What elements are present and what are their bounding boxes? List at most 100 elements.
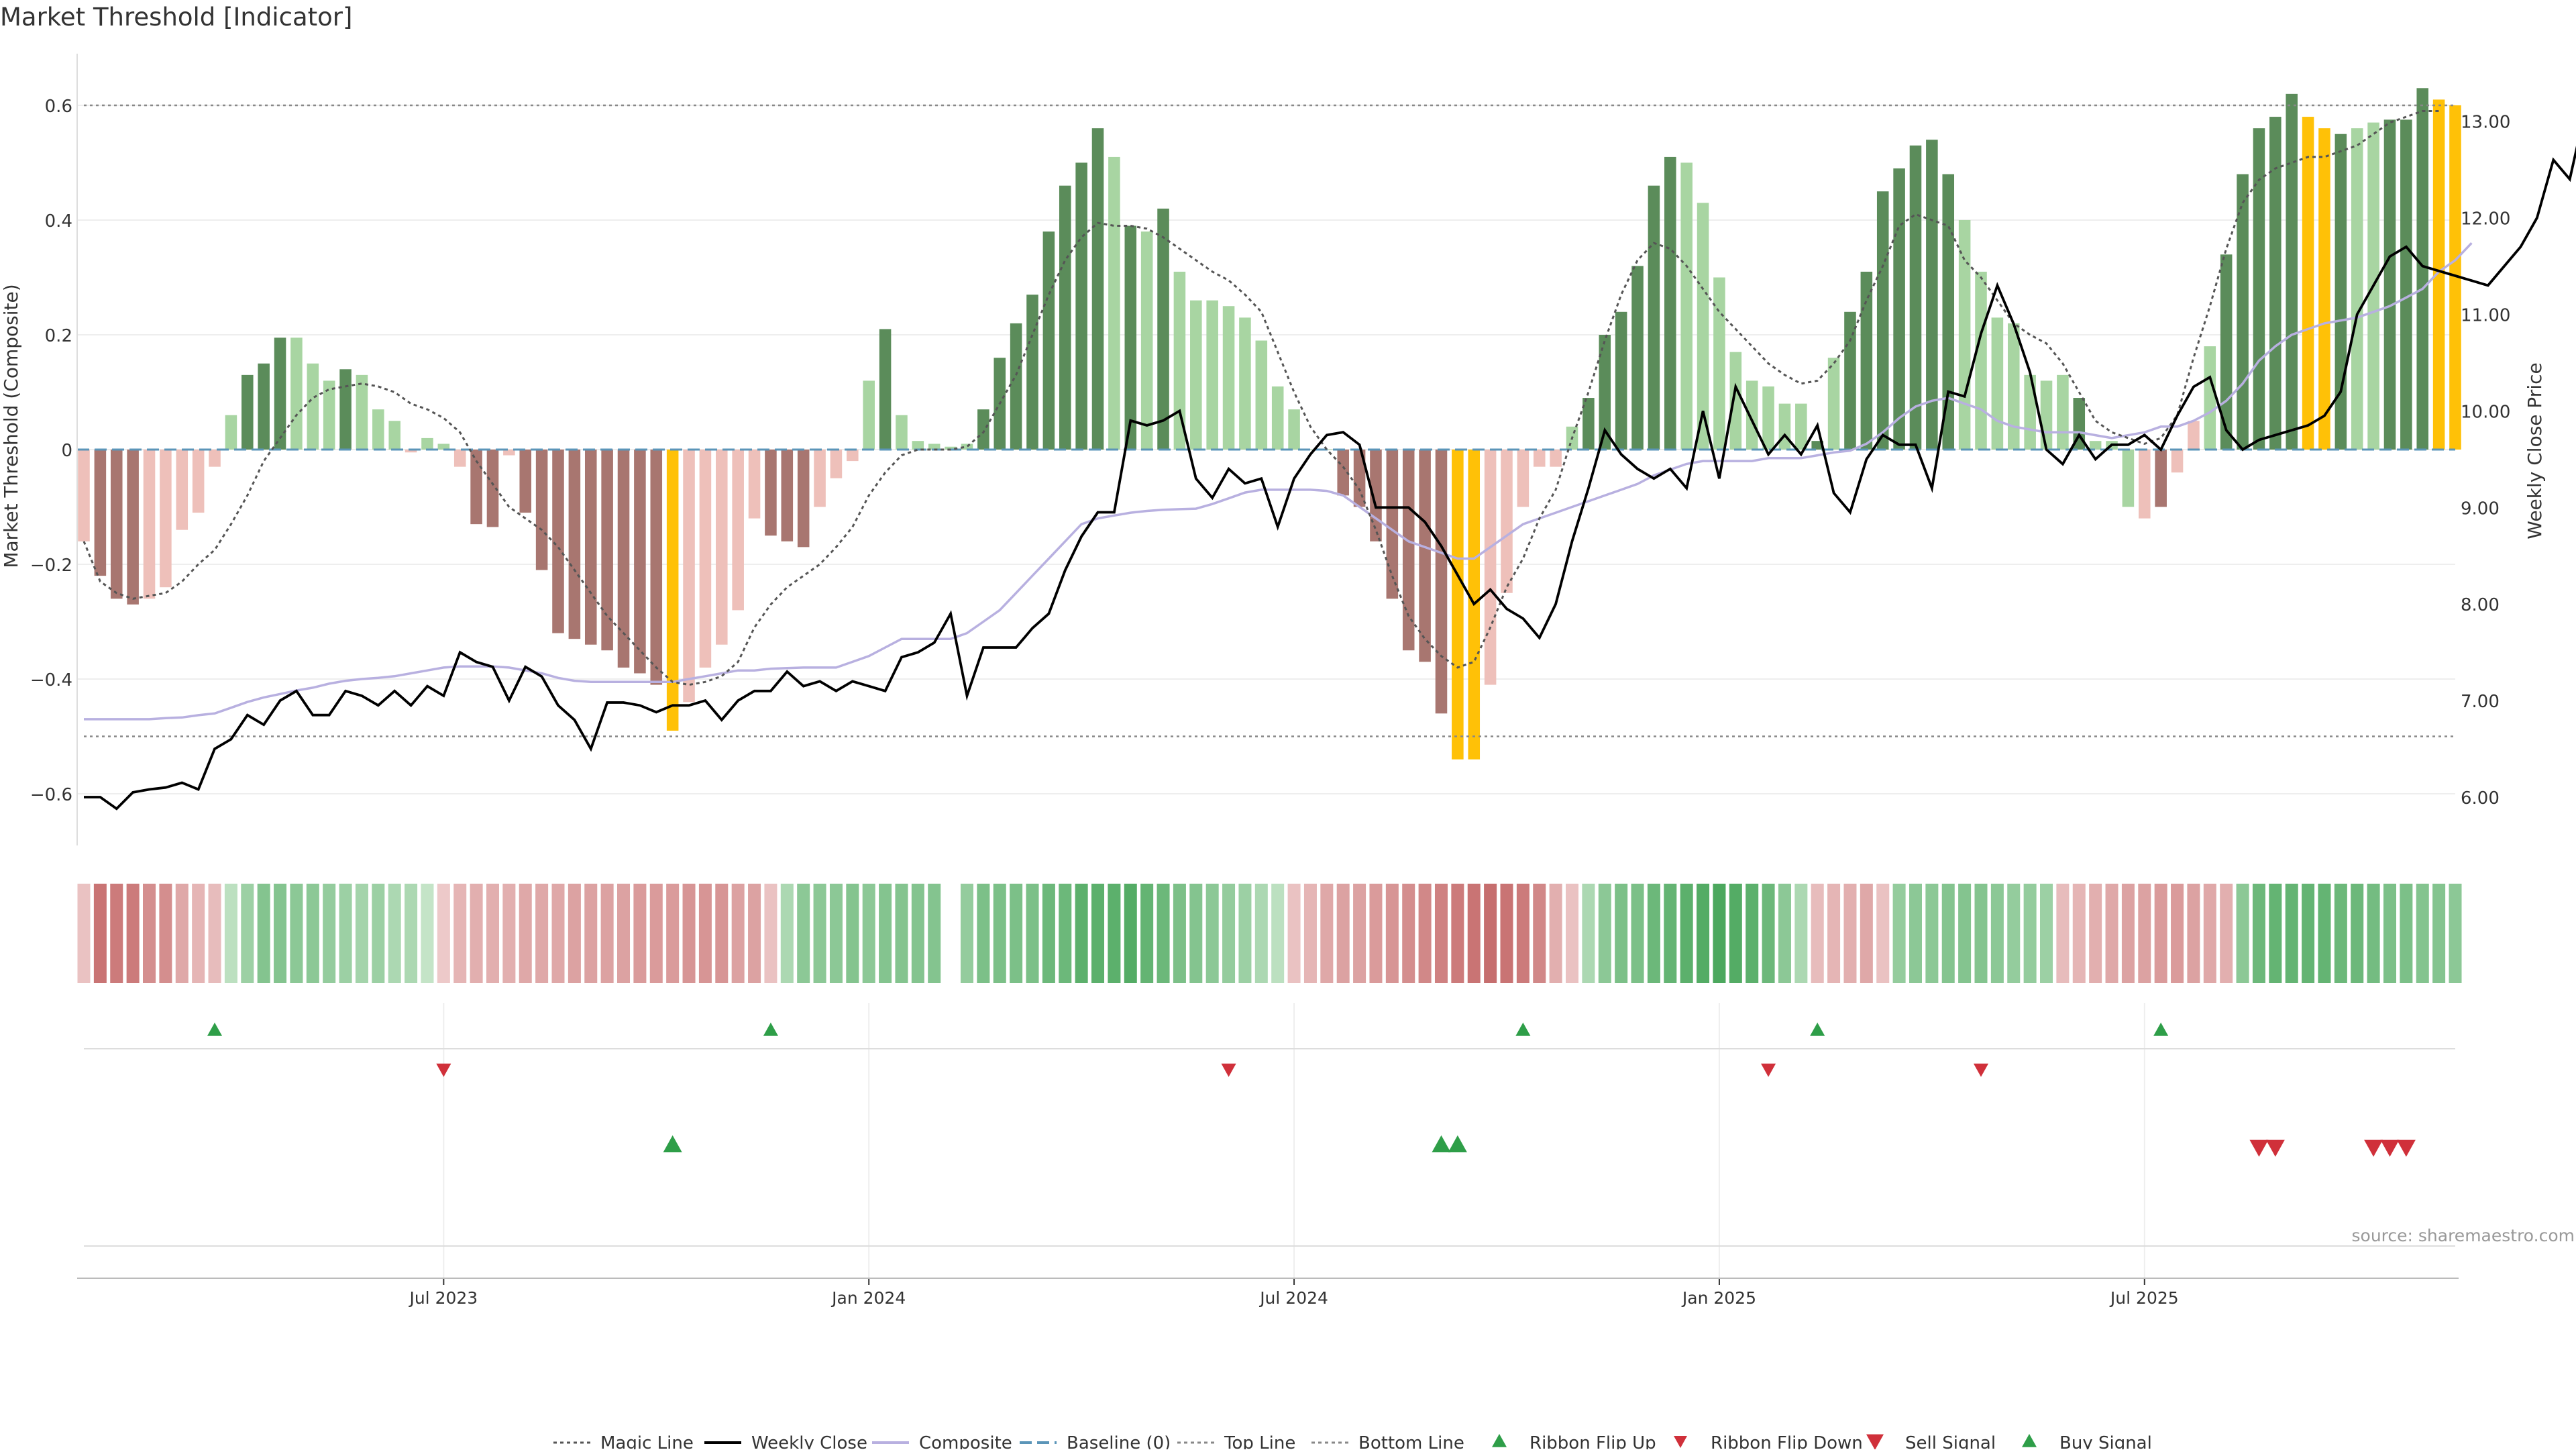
- ribbon-cell: [1238, 884, 1252, 983]
- composite-bar: [666, 450, 679, 731]
- ribbon-cell: [1271, 884, 1285, 983]
- composite-bar: [1484, 450, 1497, 685]
- ribbon-cell: [1713, 884, 1726, 983]
- source-note: source: sharemaestro.com: [2352, 1226, 2575, 1245]
- ribbon-cell: [846, 884, 859, 983]
- ribbon-cell: [551, 884, 565, 983]
- composite-bar: [1860, 271, 1873, 450]
- legend-label: Composite: [919, 1433, 1012, 1449]
- composite-bar: [1157, 208, 1169, 450]
- composite-bar: [2171, 450, 2184, 473]
- ribbon-cell: [1746, 884, 1759, 983]
- y2-tick-label: 9.00: [2461, 499, 2500, 519]
- ribbon-cell: [1369, 884, 1383, 983]
- signal-panels: [84, 1023, 2455, 1247]
- y2-axis-label: Weekly Close Price: [2524, 362, 2546, 539]
- ribbon-cell: [698, 884, 712, 983]
- ribbon-cell: [1385, 884, 1399, 983]
- ribbon-cell: [2138, 884, 2151, 983]
- ribbon-cell: [895, 884, 908, 983]
- composite-bar: [1222, 306, 1235, 450]
- ribbon-cell: [1467, 884, 1481, 983]
- composite-bar: [568, 450, 581, 639]
- composite-bar: [1746, 380, 1758, 450]
- ribbon-flip-down-marker: [1974, 1064, 1988, 1077]
- ribbon-cell: [192, 884, 205, 983]
- ribbon-cell: [1941, 884, 1955, 983]
- ribbon-cell: [2154, 884, 2167, 983]
- ribbon-cell: [405, 884, 418, 983]
- ribbon-flip-up-marker: [1810, 1023, 1825, 1036]
- legend-label: Buy Signal: [2059, 1433, 2152, 1449]
- composite-bar: [1386, 450, 1399, 599]
- composite-bar: [1909, 145, 1922, 450]
- composite-bar: [1827, 358, 1840, 450]
- ribbon-cell: [1010, 884, 1023, 983]
- composite-bar: [1893, 168, 1905, 450]
- ribbon-cell: [1500, 884, 1513, 983]
- composite-bar: [356, 374, 368, 450]
- ribbon-cell: [1925, 884, 1939, 983]
- ribbon-cell: [1827, 884, 1841, 983]
- y-tick-label: 0: [61, 441, 72, 461]
- sell-signal-marker: [2380, 1139, 2400, 1157]
- composite-bar: [2220, 254, 2233, 450]
- composite-bar: [1631, 266, 1644, 450]
- ribbon-cell: [568, 884, 581, 983]
- sell-signal-marker: [2249, 1139, 2269, 1157]
- composite-bar: [1599, 334, 1611, 450]
- ribbon-cell: [649, 884, 663, 983]
- ribbon-cell: [2285, 884, 2298, 983]
- ribbon-cell: [715, 884, 729, 983]
- ribbon-cell: [1124, 884, 1137, 983]
- composite-bar: [225, 415, 237, 450]
- ribbon-cell: [617, 884, 631, 983]
- ribbon-cell: [2383, 884, 2396, 983]
- ribbon-cell: [1026, 884, 1039, 983]
- buy-signal-marker: [1448, 1135, 1467, 1153]
- composite-bar: [1353, 450, 1366, 507]
- y2-tick-label: 8.00: [2461, 595, 2500, 615]
- composite-bar: [1517, 450, 1529, 507]
- ribbon-cell: [110, 884, 123, 983]
- ribbon-cell: [2432, 884, 2446, 983]
- ribbon-cell: [208, 884, 221, 983]
- ribbon-cell: [1287, 884, 1301, 983]
- y2-tick-label: 13.00: [2461, 113, 2510, 133]
- ribbon-cell: [519, 884, 532, 983]
- composite-bar: [2040, 380, 2053, 450]
- composite-bar: [1713, 277, 1725, 450]
- composite-bar: [1762, 386, 1774, 450]
- composite-bar: [732, 450, 744, 611]
- ribbon-cell: [274, 884, 287, 983]
- sell-signal-marker: [2265, 1139, 2285, 1157]
- ribbon-cell: [175, 884, 189, 983]
- ribbon-flip-up-marker: [763, 1023, 778, 1036]
- composite-bar: [388, 421, 400, 450]
- ribbon-cell: [764, 884, 777, 983]
- legend-label: Sell Signal: [1905, 1433, 1996, 1449]
- ribbon-cell: [1566, 884, 1579, 983]
- composite-bar: [2253, 128, 2265, 450]
- ribbon-cell: [1794, 884, 1808, 983]
- legend-swatch: [1866, 1434, 1884, 1450]
- composite-bar: [1435, 450, 1448, 714]
- legend-label: Baseline (0): [1067, 1433, 1171, 1449]
- ribbon-cell: [2072, 884, 2086, 983]
- ribbon-cell: [77, 884, 91, 983]
- ribbon-cell: [421, 884, 434, 983]
- ribbon-cell: [584, 884, 598, 983]
- composite-bar: [1811, 441, 1823, 450]
- ribbon-cell: [2089, 884, 2102, 983]
- legend-swatch: [1674, 1436, 1687, 1448]
- x-tick-label: Jan 2024: [830, 1288, 906, 1308]
- ribbon-cell: [502, 884, 516, 983]
- composite-bar: [1419, 450, 1431, 662]
- composite-bar: [470, 450, 482, 525]
- ribbon-cell: [879, 884, 892, 983]
- ribbon-cell: [1140, 884, 1154, 983]
- composite-bar: [928, 444, 941, 450]
- composite-bar: [1026, 295, 1038, 450]
- ribbon-cell: [1254, 884, 1268, 983]
- ribbon-cell: [143, 884, 156, 983]
